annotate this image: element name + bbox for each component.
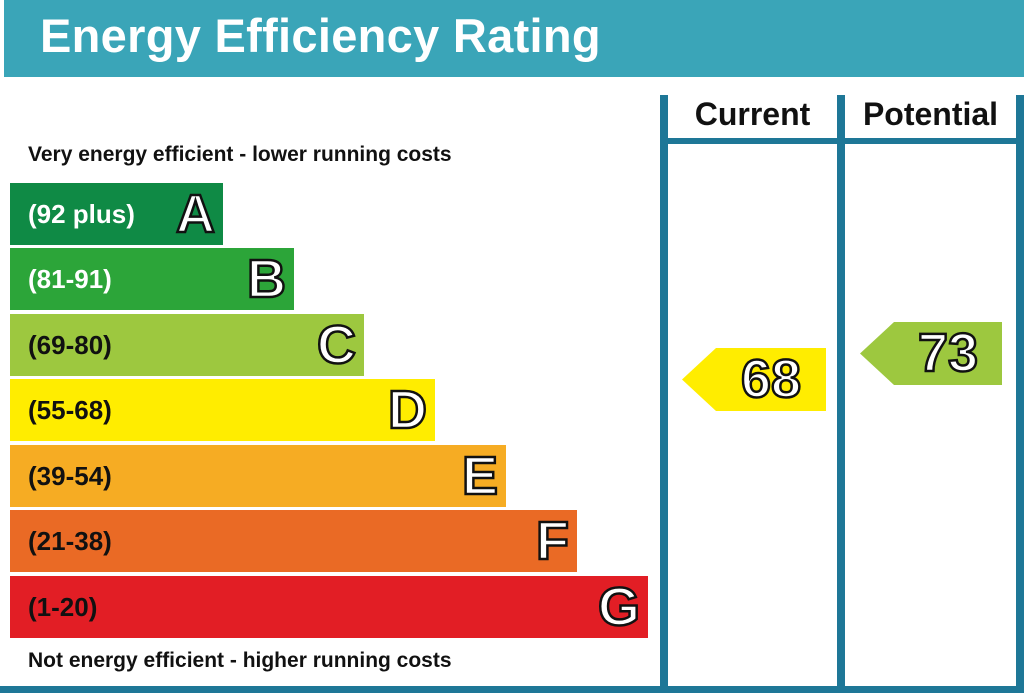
band-f-range: (21-38) (28, 526, 112, 556)
column-label-potential: Potential (862, 96, 999, 132)
band-e-range: (39-54) (28, 461, 112, 491)
title-bar: Energy Efficiency Rating (4, 0, 1024, 77)
band-e-letter: E (461, 445, 500, 508)
potential-rating-arrow: 73 (860, 322, 1002, 385)
band-d-range: (55-68) (28, 395, 112, 425)
frame-line-left (660, 95, 668, 693)
band-b-range: (81-91) (28, 264, 112, 294)
caption-top: Very energy efficient - lower running co… (28, 143, 452, 166)
frame-line-header-underline (660, 138, 1024, 144)
frame-line-right (1016, 95, 1024, 693)
band-e: (39-54) E (10, 445, 506, 507)
band-g-letter: G (597, 576, 642, 639)
frame-line-middle (837, 95, 845, 693)
caption-bottom: Not energy efficient - higher running co… (28, 649, 452, 672)
band-a-letter: A (175, 183, 217, 246)
frame-line-bottom (0, 686, 1024, 693)
current-rating-value: 68 (740, 348, 803, 411)
band-c-range: (69-80) (28, 330, 112, 360)
column-label-current: Current (694, 96, 811, 132)
band-a: (92 plus) A (10, 183, 223, 245)
band-g: (1-20) G (10, 576, 648, 638)
band-f-letter: F (535, 510, 571, 573)
band-d-letter: D (387, 379, 429, 442)
band-b: (81-91) B (10, 248, 294, 310)
potential-arrow-shape (860, 322, 1002, 385)
band-b-letter: B (246, 248, 288, 311)
current-rating-arrow: 68 (682, 348, 826, 411)
band-g-range: (1-20) (28, 592, 98, 622)
band-f: (21-38) F (10, 510, 577, 572)
band-c-letter: C (316, 314, 358, 377)
potential-rating-value: 73 (917, 322, 980, 385)
band-c: (69-80) C (10, 314, 364, 376)
band-d: (55-68) D (10, 379, 435, 441)
band-a-range: (92 plus) (28, 199, 135, 229)
chart-title: Energy Efficiency Rating (40, 9, 601, 62)
current-arrow-shape (682, 348, 826, 411)
